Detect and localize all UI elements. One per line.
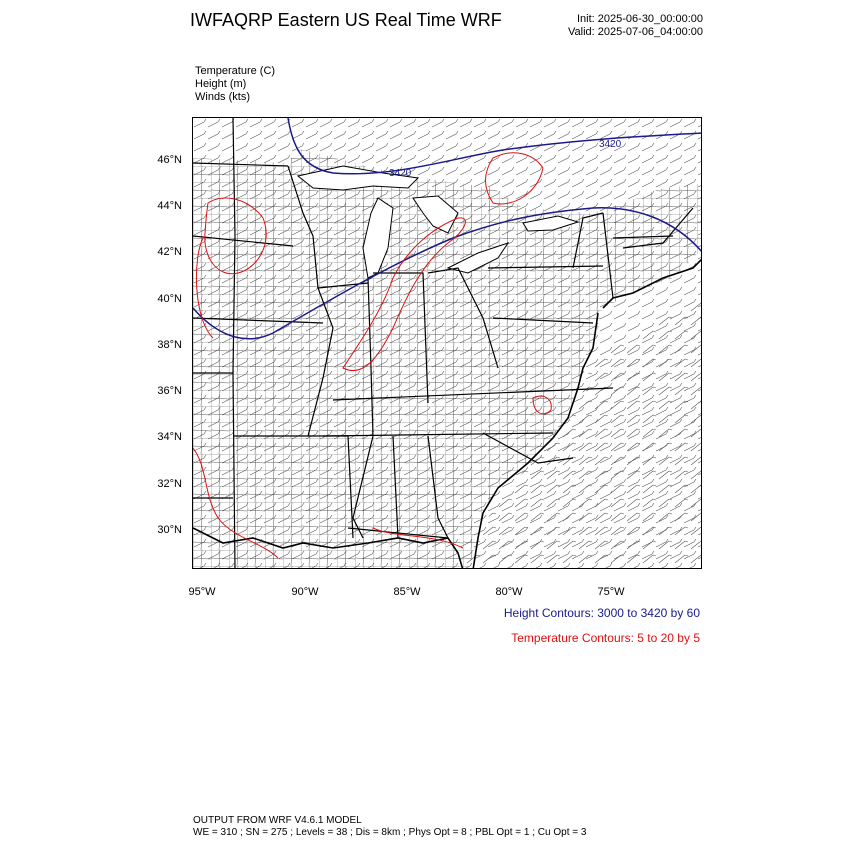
lake-huron [412,195,459,234]
lake-ontario [522,215,580,232]
lat-label-42: 42°N [157,246,182,258]
lon-label-90: 90°W [291,586,319,598]
weather-map: 3420 3420 [193,118,701,568]
lat-label-46: 46°N [157,154,182,166]
footer-config: WE = 310 ; SN = 275 ; Levels = 38 ; Dis … [193,827,587,838]
lon-label-75: 75°W [597,586,625,598]
lat-label-44: 44°N [157,200,182,212]
lat-label-36: 36°N [157,385,182,397]
lake-michigan [362,197,394,279]
lat-label-34: 34°N [157,431,182,443]
lat-label-30: 30°N [157,524,182,536]
state-boundaries [193,118,694,568]
lon-label-95: 95°W [188,586,216,598]
chart-title: IWFAQRP Eastern US Real Time WRF [190,10,502,30]
field-temperature: Temperature (C) [195,65,276,77]
county-lines [193,148,701,568]
contour-label-1: 3420 [389,168,412,179]
ocean-wind-barbs [463,299,701,568]
map-panel: 3420 3420 [192,117,702,569]
coastlines [193,258,701,568]
lon-label-80: 80°W [495,586,523,598]
lake-erie [446,242,510,274]
height-contour-legend: Height Contours: 3000 to 3420 by 60 [503,606,700,620]
model-footer: OUTPUT FROM WRF V4.6.1 MODEL WE = 310 ; … [193,815,586,839]
valid-time: Valid: 2025-07-06_04:00:00 [568,26,703,38]
lat-label-38: 38°N [157,339,182,351]
init-time: Init: 2025-06-30_00:00:00 [577,13,703,25]
field-winds: Winds (kts) [195,91,250,103]
lat-label-32: 32°N [157,478,182,490]
field-height: Height (m) [195,78,247,90]
lat-label-40: 40°N [157,293,182,305]
field-list: Temperature (C) Height (m) Winds (kts) [195,65,275,104]
temperature-contours [193,152,552,559]
run-time-info: Init: 2025-06-30_00:00:00 Valid: 2025-07… [568,13,703,39]
lon-label-85: 85°W [393,586,421,598]
temperature-contour-legend: Temperature Contours: 5 to 20 by 5 [511,631,700,645]
footer-model: OUTPUT FROM WRF V4.6.1 MODEL [193,815,362,826]
contour-label-2: 3420 [599,139,622,150]
height-contours [193,118,701,340]
